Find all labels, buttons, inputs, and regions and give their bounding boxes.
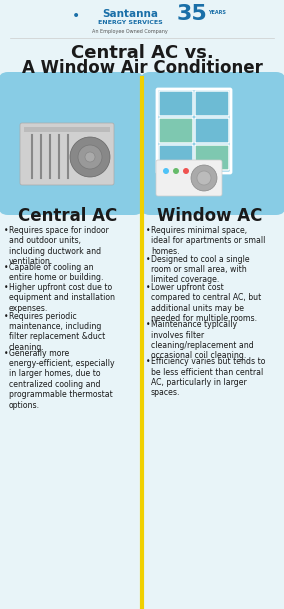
Circle shape bbox=[191, 165, 217, 191]
Text: YEARS: YEARS bbox=[208, 10, 226, 15]
FancyBboxPatch shape bbox=[0, 72, 144, 215]
Text: •: • bbox=[146, 255, 151, 264]
Text: •: • bbox=[4, 226, 9, 235]
Text: Central AC vs.: Central AC vs. bbox=[71, 44, 213, 62]
Text: Window AC: Window AC bbox=[157, 207, 263, 225]
Text: Santanna: Santanna bbox=[102, 9, 158, 19]
Text: Designed to cool a single
room or small area, with
limited coverage.: Designed to cool a single room or small … bbox=[151, 255, 250, 284]
Text: An Employee Owned Company: An Employee Owned Company bbox=[92, 29, 168, 33]
Text: Higher upfront cost due to
equipment and installation
expenses.: Higher upfront cost due to equipment and… bbox=[9, 283, 115, 313]
Text: A Window Air Conditioner: A Window Air Conditioner bbox=[22, 59, 262, 77]
Text: •: • bbox=[4, 312, 9, 320]
Text: •: • bbox=[146, 226, 151, 235]
Text: Requires minimal space,
ideal for apartments or small
homes.: Requires minimal space, ideal for apartm… bbox=[151, 226, 265, 256]
FancyBboxPatch shape bbox=[195, 145, 229, 170]
Circle shape bbox=[197, 171, 211, 185]
Text: •: • bbox=[72, 9, 80, 23]
FancyBboxPatch shape bbox=[195, 91, 229, 116]
FancyBboxPatch shape bbox=[195, 118, 229, 143]
FancyBboxPatch shape bbox=[159, 145, 193, 170]
FancyBboxPatch shape bbox=[159, 91, 193, 116]
Circle shape bbox=[70, 137, 110, 177]
FancyBboxPatch shape bbox=[140, 72, 284, 215]
Circle shape bbox=[85, 152, 95, 162]
FancyBboxPatch shape bbox=[156, 160, 222, 196]
Bar bbox=[24, 127, 110, 132]
Text: 35: 35 bbox=[177, 4, 207, 24]
Text: Requires space for indoor
and outdoor units,
including ductwork and
ventilation.: Requires space for indoor and outdoor un… bbox=[9, 226, 109, 266]
Circle shape bbox=[78, 145, 102, 169]
Text: Lower upfront cost
compared to central AC, but
additional units may be
needed fo: Lower upfront cost compared to central A… bbox=[151, 283, 261, 323]
Text: •: • bbox=[146, 283, 151, 292]
Text: Central AC: Central AC bbox=[18, 207, 118, 225]
FancyBboxPatch shape bbox=[20, 123, 114, 185]
Text: ENERGY SERVICES: ENERGY SERVICES bbox=[98, 21, 162, 26]
Text: •: • bbox=[4, 349, 9, 357]
Text: Capable of cooling an
entire home or building.: Capable of cooling an entire home or bui… bbox=[9, 263, 103, 283]
FancyBboxPatch shape bbox=[159, 118, 193, 143]
Text: Requires periodic
maintenance, including
filter replacement &duct
cleaning.: Requires periodic maintenance, including… bbox=[9, 312, 105, 352]
Text: •: • bbox=[146, 320, 151, 329]
Text: Maintenance typically
involves filter
cleaning/replacement and
occasional coil c: Maintenance typically involves filter cl… bbox=[151, 320, 254, 361]
Text: •: • bbox=[146, 357, 151, 366]
Text: Efficiency varies but tends to
be less efficient than central
AC, particularly i: Efficiency varies but tends to be less e… bbox=[151, 357, 265, 397]
Circle shape bbox=[163, 168, 169, 174]
Text: •: • bbox=[4, 283, 9, 292]
Circle shape bbox=[173, 168, 179, 174]
Text: Generally more
energy-efficient, especially
in larger homes, due to
centralized : Generally more energy-efficient, especia… bbox=[9, 349, 115, 410]
Circle shape bbox=[183, 168, 189, 174]
Text: •: • bbox=[4, 263, 9, 272]
